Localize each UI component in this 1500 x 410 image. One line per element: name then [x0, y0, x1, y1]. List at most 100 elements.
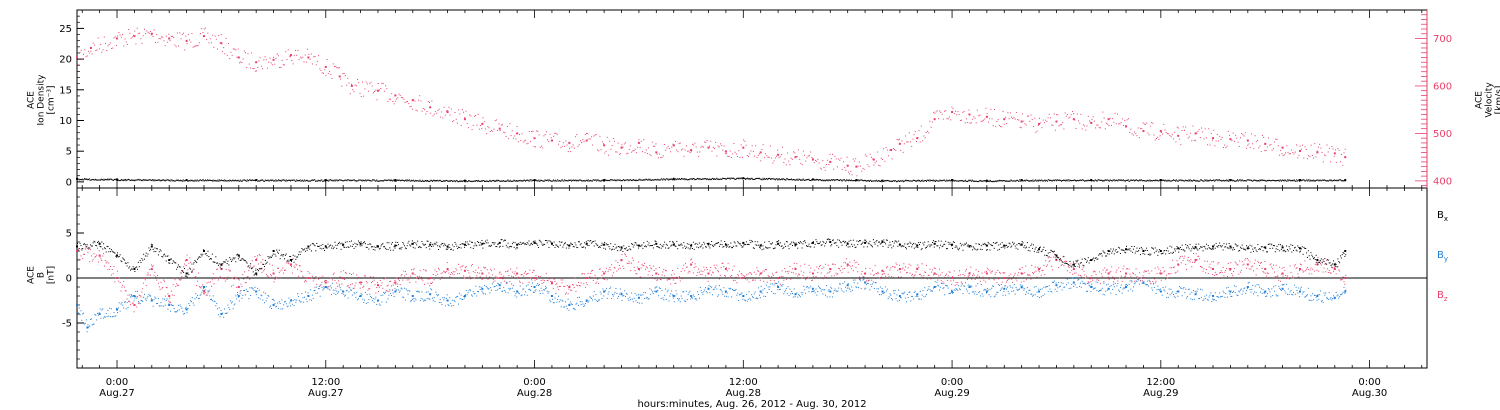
by-series-dot — [865, 287, 867, 289]
density-series-dot — [882, 180, 884, 182]
density-series-dot — [221, 179, 223, 181]
by-series-dot — [1026, 287, 1028, 289]
bz-point — [1177, 263, 1180, 266]
density-point — [1229, 179, 1232, 182]
density-series-dot — [610, 179, 612, 181]
density-series-dot — [715, 178, 717, 180]
density-series-dot — [1245, 180, 1247, 182]
by-series-dot — [785, 287, 787, 289]
density-series-dot — [919, 180, 921, 182]
density-series-dot — [975, 180, 977, 182]
by-series-dot — [811, 291, 813, 293]
density-series-dot — [276, 180, 278, 182]
velocity-series-dot — [762, 144, 764, 146]
bz-point — [864, 272, 867, 275]
by-series-dot — [1175, 293, 1177, 295]
by-series-dot — [631, 292, 633, 294]
velocity-series-dot — [1029, 120, 1031, 122]
density-series-dot — [651, 179, 653, 181]
by-series-dot — [446, 294, 448, 296]
by-series-dot — [650, 293, 652, 295]
density-series-dot — [372, 179, 374, 181]
density-series-dot — [1344, 180, 1346, 182]
by-series-dot — [723, 287, 725, 289]
density-series-dot — [1204, 179, 1206, 181]
density-series-dot — [1003, 180, 1005, 182]
velocity-series-dot — [660, 157, 662, 159]
density-series-dot — [1231, 179, 1233, 181]
by-series-dot — [524, 294, 526, 296]
by-series-dot — [1095, 281, 1097, 283]
density-series-dot — [465, 180, 467, 182]
by-series-dot — [741, 292, 743, 294]
density-series-dot — [1216, 179, 1218, 181]
density-series-dot — [285, 180, 287, 182]
by-series-dot — [1090, 291, 1092, 293]
by-series-dot — [193, 304, 195, 306]
velocity-series-dot — [1198, 128, 1200, 130]
density-series-dot — [931, 179, 933, 181]
density-series-dot — [990, 181, 992, 183]
density-series-dot — [761, 179, 763, 181]
density-series-dot — [333, 180, 335, 182]
density-series-dot — [1147, 180, 1149, 182]
by-series-dot — [902, 293, 904, 295]
density-series-dot — [475, 180, 477, 182]
density-series-dot — [948, 179, 950, 181]
by-series-dot — [1271, 288, 1273, 290]
by-series-dot — [1328, 292, 1330, 294]
velocity-series-dot — [1270, 144, 1272, 146]
by-series-dot — [416, 290, 418, 292]
by-series-dot — [914, 290, 916, 292]
density-series-dot — [1039, 180, 1041, 182]
density-series-dot — [1198, 180, 1200, 182]
by-series-dot — [472, 291, 474, 293]
density-series-dot — [493, 179, 495, 181]
by-series-dot — [105, 312, 107, 314]
velocity-point — [585, 139, 588, 142]
by-series-dot — [1242, 290, 1244, 292]
by-series-dot — [564, 301, 566, 303]
by-point — [446, 299, 449, 302]
density-series-dot — [190, 179, 192, 181]
bz-point — [898, 268, 901, 270]
by-point — [1038, 290, 1041, 293]
density-series-dot — [196, 179, 198, 181]
by-series-dot — [807, 287, 809, 289]
density-series-dot — [394, 180, 396, 182]
by-series-dot — [230, 302, 232, 304]
velocity-series-dot — [868, 166, 870, 168]
density-series-dot — [1024, 180, 1026, 182]
density-series-dot — [852, 180, 854, 182]
density-series-dot — [1025, 179, 1027, 181]
density-series-dot — [509, 179, 511, 181]
velocity-series-dot — [321, 72, 323, 74]
by-series-dot — [174, 311, 176, 313]
velocity-series-dot — [828, 163, 830, 165]
velocity-series-dot — [896, 139, 898, 141]
velocity-point — [1344, 156, 1347, 159]
density-series-dot — [555, 180, 557, 182]
density-series-dot — [1154, 180, 1156, 182]
velocity-series-dot — [1157, 136, 1159, 138]
velocity-series-dot — [1058, 125, 1060, 127]
density-series-dot — [722, 177, 724, 179]
by-series-dot — [729, 288, 731, 290]
velocity-series-dot — [1306, 158, 1308, 160]
velocity-series-dot — [1253, 148, 1255, 150]
by-series-dot — [1133, 283, 1135, 285]
by-series-dot — [935, 286, 937, 288]
density-series-dot — [1122, 179, 1124, 181]
by-series-dot — [1007, 291, 1009, 293]
velocity-point — [516, 132, 519, 135]
density-series-dot — [145, 179, 147, 181]
by-series-dot — [789, 288, 791, 290]
density-series-dot — [564, 179, 566, 181]
velocity-series-dot — [1107, 123, 1109, 125]
velocity-series-dot — [1110, 124, 1112, 126]
density-series-dot — [531, 179, 533, 181]
velocity-series-dot — [874, 162, 876, 164]
density-series-dot — [791, 179, 793, 181]
density-series-dot — [136, 179, 138, 181]
by-series-dot — [1228, 290, 1230, 292]
